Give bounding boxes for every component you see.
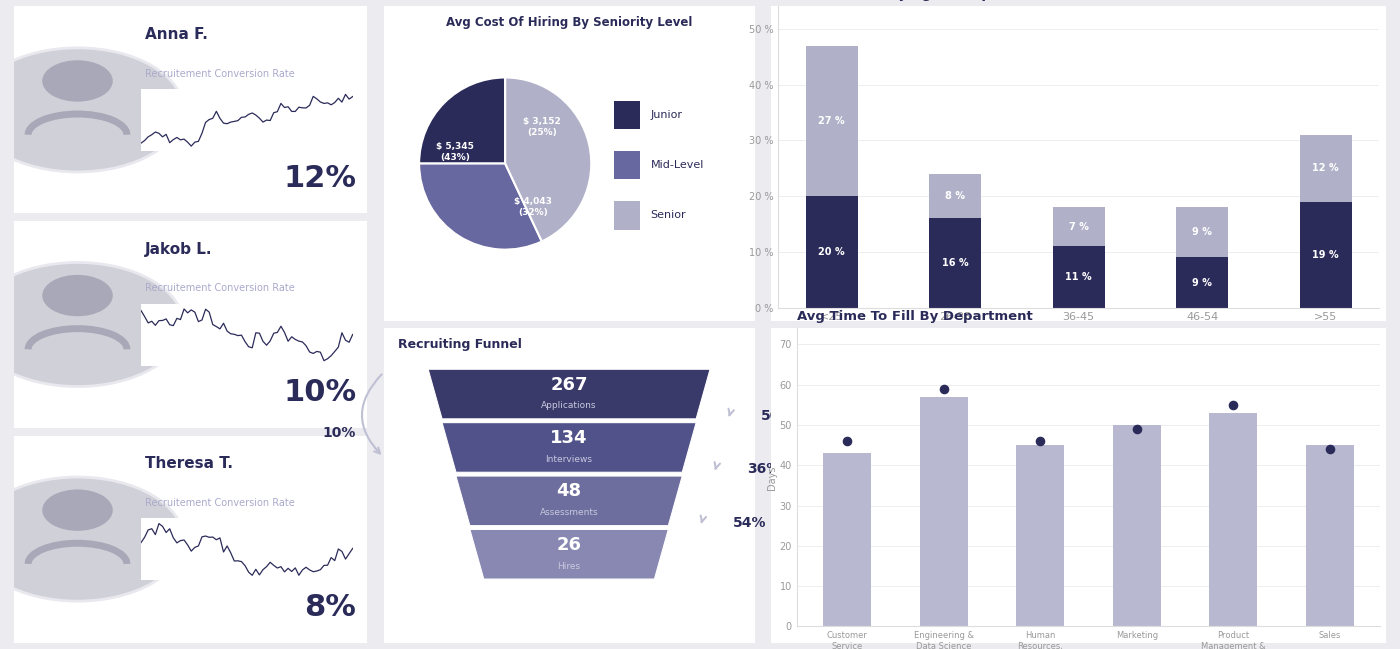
Point	[836, 436, 858, 447]
Wedge shape	[419, 164, 542, 250]
Polygon shape	[442, 422, 696, 472]
Text: Applications: Applications	[542, 402, 596, 410]
Text: 8 %: 8 %	[945, 191, 965, 201]
Text: 36%: 36%	[748, 463, 780, 476]
Circle shape	[0, 48, 183, 172]
Point	[1319, 444, 1341, 454]
Text: 7 %: 7 %	[1068, 222, 1089, 232]
Text: 20 %: 20 %	[819, 247, 846, 257]
Bar	[1016, 445, 1064, 626]
Circle shape	[42, 60, 113, 102]
Bar	[1176, 207, 1228, 258]
Bar	[1053, 207, 1105, 246]
Point	[1126, 424, 1148, 434]
Text: 9 %: 9 %	[1193, 278, 1212, 288]
Point	[932, 384, 955, 394]
Point	[1222, 400, 1245, 410]
Text: 16 %: 16 %	[942, 258, 969, 268]
Text: 10%: 10%	[283, 378, 356, 407]
Y-axis label: Days: Days	[767, 465, 777, 489]
Text: Recruiting Funnel: Recruiting Funnel	[399, 338, 522, 351]
Text: Turnover Rate By Age Group: Turnover Rate By Age Group	[778, 0, 991, 1]
Wedge shape	[505, 77, 591, 241]
Text: Anna F.: Anna F.	[144, 27, 207, 42]
FancyBboxPatch shape	[613, 201, 640, 230]
Polygon shape	[470, 530, 668, 579]
Circle shape	[0, 477, 183, 601]
Polygon shape	[456, 476, 682, 526]
Point	[1029, 436, 1051, 447]
Text: Recruitement Conversion Rate: Recruitement Conversion Rate	[144, 69, 294, 79]
FancyBboxPatch shape	[613, 151, 640, 179]
Text: 8%: 8%	[304, 593, 356, 622]
Text: Hires: Hires	[557, 561, 581, 570]
Text: Recruitement Conversion Rate: Recruitement Conversion Rate	[144, 283, 294, 293]
Wedge shape	[419, 77, 505, 164]
Text: Jakob L.: Jakob L.	[144, 242, 211, 257]
Text: 48: 48	[557, 482, 581, 500]
Text: 26: 26	[557, 536, 581, 554]
Text: 134: 134	[550, 429, 588, 447]
Text: Junior: Junior	[651, 110, 683, 120]
Text: Theresa T.: Theresa T.	[144, 456, 232, 471]
Text: Avg Cost Of Hiring By Seniority Level: Avg Cost Of Hiring By Seniority Level	[447, 16, 692, 29]
Text: 54%: 54%	[734, 516, 767, 530]
Text: Recruitement Conversion Rate: Recruitement Conversion Rate	[144, 498, 294, 508]
Text: $ 3,152
(25%): $ 3,152 (25%)	[522, 117, 560, 137]
FancyBboxPatch shape	[613, 101, 640, 129]
Bar	[1053, 246, 1105, 308]
Text: Interviews: Interviews	[546, 455, 592, 464]
Circle shape	[42, 275, 113, 316]
Text: $ 4,043
(32%): $ 4,043 (32%)	[514, 197, 552, 217]
Legend: Voluntary Loss, Involuntary Loss: Voluntary Loss, Involuntary Loss	[946, 349, 1211, 369]
Polygon shape	[428, 369, 710, 419]
Text: Senior: Senior	[651, 210, 686, 221]
Bar	[806, 196, 858, 308]
Bar	[806, 45, 858, 196]
Text: Avg Time To Fill By Department: Avg Time To Fill By Department	[797, 310, 1032, 323]
Bar	[1299, 135, 1352, 202]
Bar	[920, 397, 967, 626]
Bar	[1299, 202, 1352, 308]
Text: 11 %: 11 %	[1065, 272, 1092, 282]
Bar	[1113, 425, 1161, 626]
Bar	[930, 174, 981, 219]
Text: 50%: 50%	[762, 409, 794, 423]
Text: 12%: 12%	[283, 164, 356, 193]
Text: 9 %: 9 %	[1193, 227, 1212, 238]
Text: 27 %: 27 %	[819, 116, 846, 126]
Text: 10%: 10%	[322, 426, 356, 440]
Text: Mid-Level: Mid-Level	[651, 160, 704, 170]
Bar	[930, 219, 981, 308]
Text: 12 %: 12 %	[1312, 163, 1338, 173]
Bar	[823, 453, 871, 626]
Text: 267: 267	[550, 376, 588, 394]
Text: $ 5,345
(43%): $ 5,345 (43%)	[435, 142, 473, 162]
Bar	[1176, 258, 1228, 308]
Circle shape	[42, 489, 113, 531]
Text: Assessments: Assessments	[540, 508, 598, 517]
Bar	[1306, 445, 1354, 626]
Text: 19 %: 19 %	[1312, 250, 1338, 260]
Bar	[1210, 413, 1257, 626]
Circle shape	[0, 262, 183, 387]
